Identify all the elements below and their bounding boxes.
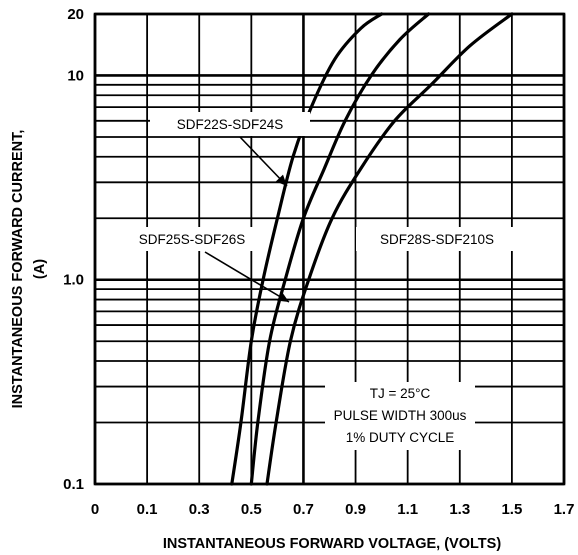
conditions-line-3: 1% DUTY CYCLE bbox=[346, 430, 455, 445]
x-tick-label: 1.5 bbox=[501, 501, 522, 518]
x-tick-label: 0.7 bbox=[293, 501, 314, 518]
x-tick-label: 1.3 bbox=[449, 501, 470, 518]
x-axis-label: INSTANTANEOUS FORWARD VOLTAGE, (VOLTS) bbox=[163, 536, 501, 552]
y-tick-label: 20 bbox=[67, 6, 84, 23]
y-axis-label: INSTANTANEOUS FORWARD CURRENT, bbox=[10, 130, 26, 409]
y-tick-label: 10 bbox=[67, 67, 84, 84]
conditions-bg bbox=[325, 382, 475, 450]
y-tick-label: 1.0 bbox=[63, 272, 84, 289]
conditions-line-2: PULSE WIDTH 300us bbox=[334, 408, 467, 423]
x-tick-label: 0.3 bbox=[189, 501, 210, 518]
label-sdf25s-sdf26s: SDF25S-SDF26S bbox=[139, 232, 246, 247]
label-bg bbox=[118, 227, 266, 251]
arrow-sdf22s-sdf24s bbox=[239, 136, 288, 187]
y-tick-label: 0.1 bbox=[63, 476, 84, 493]
x-tick-label: 0.5 bbox=[241, 501, 262, 518]
arrow-sdf25s-sdf26s-head bbox=[276, 292, 289, 302]
label-sdf22s-sdf24s: SDF22S-SDF24S bbox=[177, 117, 284, 132]
arrow-sdf25s-sdf26s bbox=[204, 251, 290, 303]
conditions-line-1: TJ = 25°C bbox=[370, 386, 431, 401]
plot-frame bbox=[93, 12, 566, 486]
x-tick-label: 1.7 bbox=[554, 501, 575, 518]
label-bg bbox=[356, 227, 518, 251]
x-tick-label: 0 bbox=[91, 501, 99, 518]
label-bg bbox=[150, 112, 310, 136]
annotations: SDF22S-SDF24S SDF25S-SDF26S SDF28S-SDF210S… bbox=[118, 112, 518, 450]
series-curves bbox=[230, 12, 514, 486]
x-tick-label: 0.9 bbox=[345, 501, 366, 518]
tick-labels: 0 0.1 0.3 0.5 0.7 0.9 1.1 1.3 1.5 1.7 0.1 1.0 10 20 bbox=[63, 6, 574, 518]
series-curve-2 bbox=[249, 12, 431, 486]
x-tick-label: 1.1 bbox=[397, 501, 418, 518]
label-sdf28s-sdf210s: SDF28S-SDF210S bbox=[380, 232, 494, 247]
arrow-sdf22s-sdf24s-head bbox=[275, 174, 287, 186]
x-tick-label: 0.1 bbox=[137, 501, 158, 518]
y-axis-unit: (A) bbox=[32, 259, 48, 279]
series-curve-1 bbox=[230, 12, 384, 486]
series-curve-3 bbox=[265, 12, 514, 486]
